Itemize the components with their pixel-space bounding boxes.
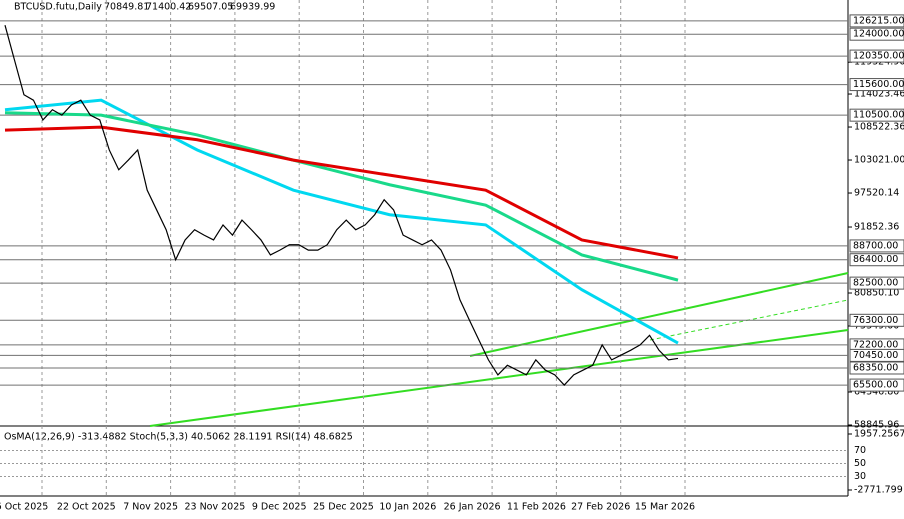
level-tag [849,253,904,267]
y-tick-label: 91852.36 [854,222,899,233]
x-tick-label: 26 Jan 2026 [444,502,501,513]
level-label: 86400.00 [853,254,898,265]
y-tick-label: 97520.14 [854,188,899,199]
symbol: BTCUSD.futu,Daily [14,2,102,13]
level-label: 88700.00 [853,240,898,251]
level-label: 120350.00 [853,51,904,62]
indicator-tick-label: -2771.799 [854,485,903,496]
indicator-tick-label: 1957.2567 [854,429,904,440]
stoch-tick-label: 30 [854,471,866,482]
open: 70849.81 [104,2,149,13]
y-tick-label: 58845.96 [854,420,899,431]
x-tick-label: 9 Dec 2025 [252,502,307,513]
trend-line [149,329,849,427]
level-label: 82500.00 [853,278,898,289]
x-tick-label: 15 Mar 2026 [635,502,695,513]
price-line [4,25,679,386]
level-tag [849,378,904,392]
level-tag [849,78,904,92]
x-tick-label: 23 Nov 2025 [184,502,245,513]
x-tick-label: 6 Oct 2025 [0,502,48,513]
y-tick-label: 114023.46 [854,89,904,100]
level-tag [849,108,904,122]
stoch-tick-label: 50 [854,458,866,469]
level-tag [849,313,904,327]
level-label: 126215.00 [853,15,904,26]
level-tag [849,14,904,28]
level-label: 65500.00 [853,380,898,391]
moving-average [4,111,679,282]
x-tick-label: 25 Dec 2025 [313,502,374,513]
level-label: 72200.00 [853,339,898,350]
x-tick-label: 11 Feb 2026 [507,502,566,513]
level-tag [849,276,904,290]
level-label: 110500.00 [853,110,904,121]
moving-average [4,125,679,260]
low: 69507.05 [188,2,233,13]
level-tag [849,348,904,362]
y-tick-label: 103021.00 [854,155,904,166]
x-tick-label: 27 Feb 2026 [571,502,630,513]
x-tick-label: 7 Nov 2025 [123,502,178,513]
moving-average [4,98,679,345]
stoch-tick-label: 70 [854,445,866,456]
level-tag [849,49,904,63]
y-tick-label: 80850.10 [854,288,899,299]
trend-line [469,272,849,357]
level-label: 76300.00 [853,315,898,326]
high: 71400.42 [146,2,191,13]
level-tag [849,27,904,41]
level-tag [849,361,904,375]
level-tag [849,239,904,253]
header: BTCUSD.futu,Daily 70849.81 71400.42 6950… [14,2,275,13]
x-tick-label: 22 Oct 2025 [57,502,116,513]
level-label: 124000.00 [853,29,904,40]
indicator-label: OsMA(12,26,9) -313.4882 Stoch(5,3,3) 40.… [4,432,353,443]
level-label: 68350.00 [853,362,898,373]
level-label: 70450.00 [853,350,898,361]
y-tick-label: 64346.80 [854,387,899,398]
level-label: 115600.00 [853,79,904,90]
x-tick-label: 10 Jan 2026 [379,502,436,513]
y-tick-label: 108522.36 [854,122,904,133]
close: 69939.99 [230,2,275,13]
